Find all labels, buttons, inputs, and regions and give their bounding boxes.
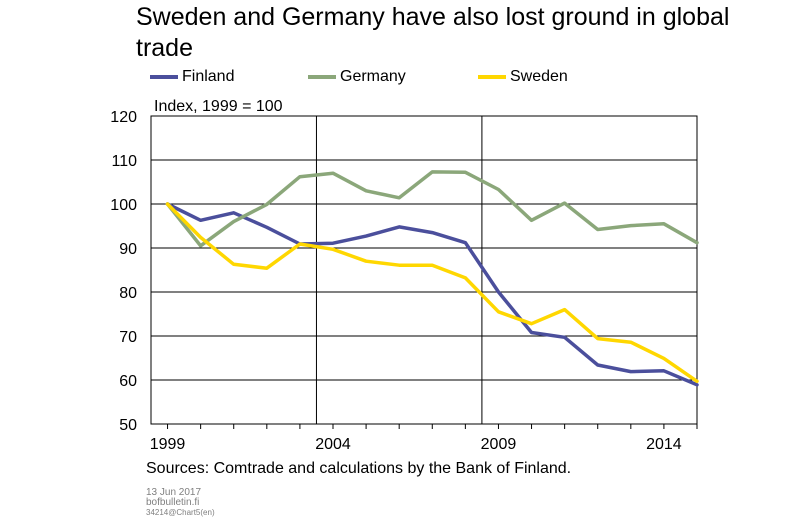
y-tick-label: 100	[110, 197, 137, 214]
legend-label-sweden: Sweden	[510, 68, 568, 85]
x-tick-label: 2009	[481, 436, 517, 453]
sources-note: Sources: Comtrade and calculations by th…	[146, 460, 572, 477]
footer-chart-code: 34214@Chart5(en)	[146, 508, 215, 517]
series-line-finland	[165, 202, 699, 387]
y-tick-label: 70	[119, 329, 137, 346]
x-tick-label: 1999	[150, 436, 186, 453]
axes: 50 60 70 80 90 100 110 120 1999 2004 2009 2014	[110, 109, 698, 453]
y-tick-label: 50	[119, 417, 137, 434]
legend-label-germany: Germany	[340, 68, 406, 85]
series-line-sweden	[165, 202, 699, 384]
legend-label-finland: Finland	[182, 68, 235, 85]
y-axis-label: Index, 1999 = 100	[154, 98, 283, 115]
legend: Finland Germany Sweden	[150, 66, 750, 88]
y-tick-label: 120	[110, 109, 137, 126]
grid	[151, 116, 697, 424]
legend-item-finland: Finland	[150, 66, 234, 88]
x-tick-label: 2004	[315, 436, 351, 453]
legend-swatch-germany	[308, 75, 336, 79]
y-tick-label: 110	[111, 153, 137, 170]
chart-title: Sweden and Germany have also lost ground…	[136, 3, 730, 62]
x-tick-label: 2014	[646, 436, 682, 453]
legend-swatch-sweden	[478, 75, 506, 79]
legend-swatch-finland	[150, 75, 178, 79]
footer-date: 13 Jun 2017	[146, 487, 202, 498]
y-tick-label: 80	[119, 285, 137, 302]
plot-area	[150, 115, 698, 425]
footer-site: bofbulletin.fi	[146, 497, 200, 508]
y-tick-label: 90	[119, 241, 137, 258]
series	[165, 170, 699, 387]
legend-item-germany: Germany	[308, 66, 406, 88]
y-tick-label: 60	[119, 373, 137, 390]
legend-item-sweden: Sweden	[478, 66, 568, 88]
footer: 13 Jun 2017 bofbulletin.fi 34214@Chart5(…	[146, 488, 215, 518]
series-line-germany	[165, 170, 699, 248]
